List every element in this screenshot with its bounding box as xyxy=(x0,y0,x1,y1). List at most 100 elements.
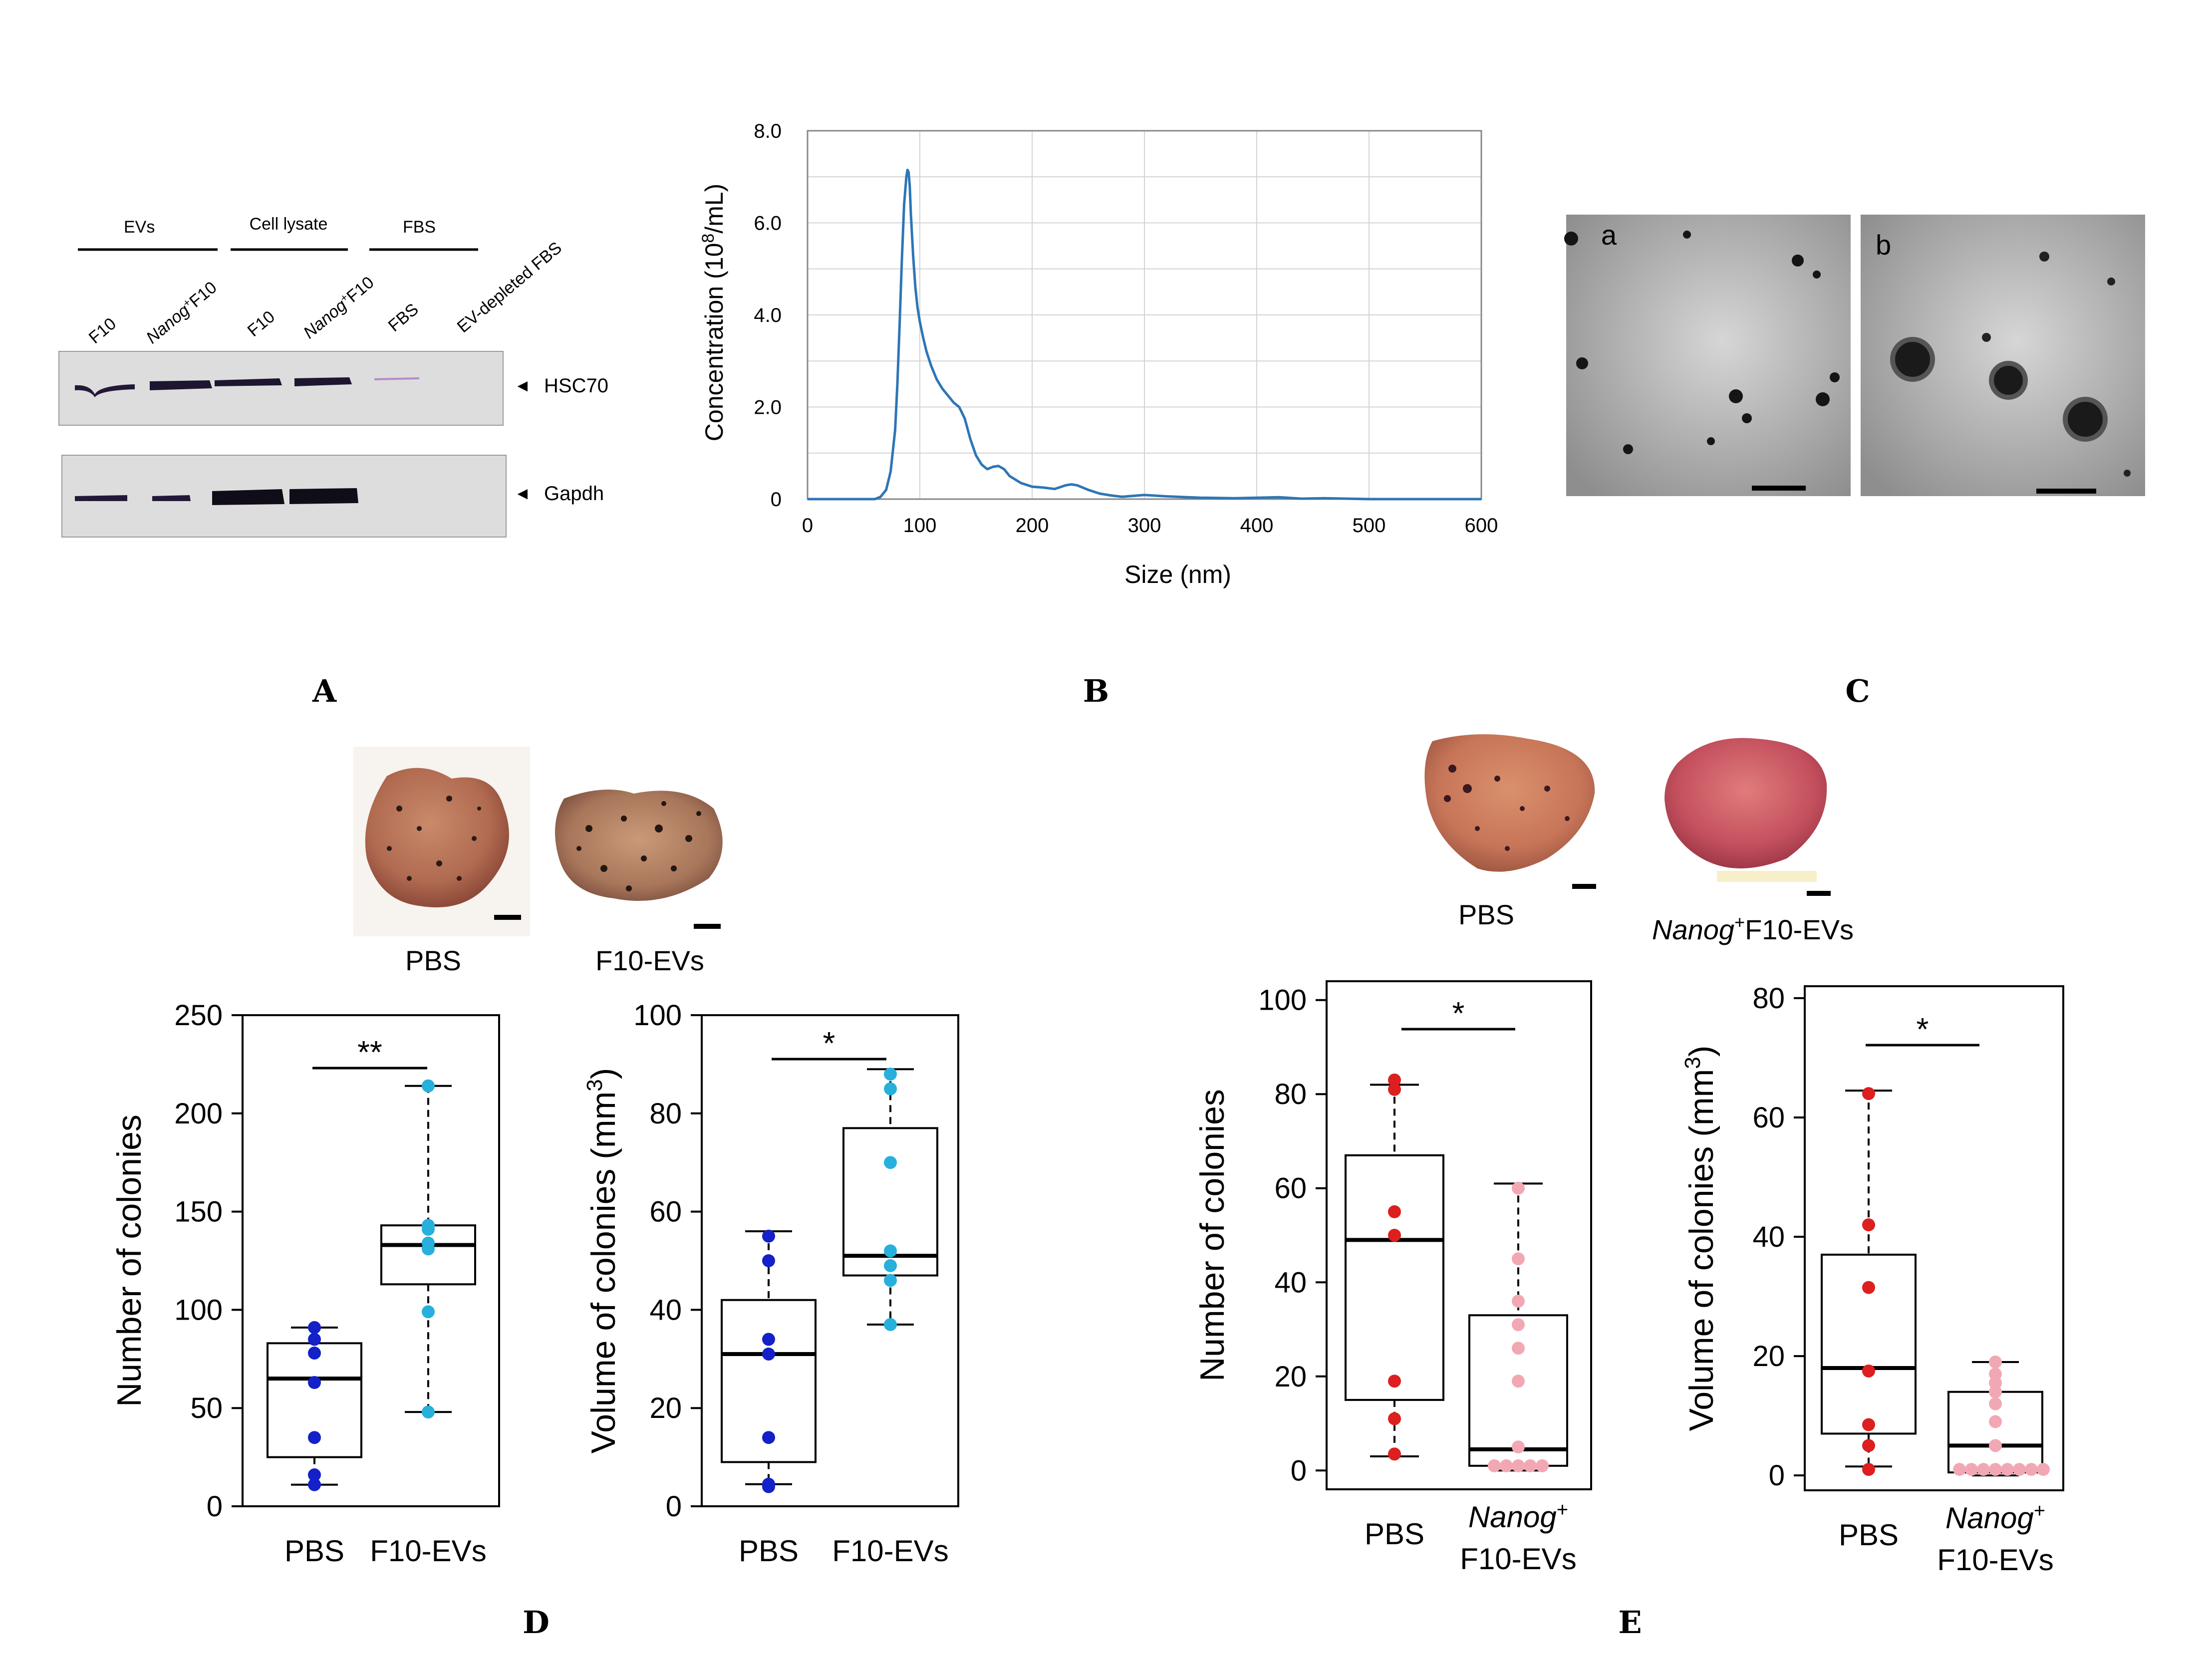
boxD1-point-1-3 xyxy=(422,1236,435,1250)
panel-c-vesicles-a xyxy=(1564,231,1840,454)
panel-d-label: D xyxy=(523,1604,550,1641)
boxD2-point-0-4 xyxy=(762,1333,775,1346)
boxD2-point-1-5 xyxy=(884,1082,897,1096)
panel-a-arrow-gapdh: ◄ xyxy=(514,484,531,503)
boxD2-point-1-3 xyxy=(884,1244,897,1258)
panel-c-sublabel-a: a xyxy=(1601,219,1617,251)
panel-b-xtick-label: 100 xyxy=(903,515,937,537)
panel-b-ylabel: Concentration (108/mL) xyxy=(699,184,728,441)
panel-c-vesicles-b xyxy=(1890,252,2131,477)
boxE2-point-0-2 xyxy=(1862,1418,1875,1431)
panel-b-ytick-label: 8.0 xyxy=(754,120,782,142)
boxE2-point-0-1 xyxy=(1862,1439,1875,1452)
boxE1-point-1-6 xyxy=(1512,1375,1525,1388)
boxD2-point-0-5 xyxy=(762,1254,775,1267)
panel-a-blot-gapdh xyxy=(61,455,507,538)
boxE2-xlabel-1-line1: Nanog+ xyxy=(1945,1500,2045,1535)
boxE1-point-0-0 xyxy=(1388,1447,1401,1461)
boxE1-ytick-label: 0 xyxy=(1291,1454,1307,1487)
panel-a-band-hsc70-lane4 xyxy=(294,377,352,386)
boxE2-ytick-label: 80 xyxy=(1752,982,1785,1015)
panel-b-xtick-label: 300 xyxy=(1128,515,1161,537)
boxD2-point-0-6 xyxy=(762,1229,775,1243)
boxE2-point-1-13 xyxy=(1989,1367,2002,1381)
boxE1-point-1-2 xyxy=(1500,1459,1513,1472)
panel-b-xtick-label: 600 xyxy=(1465,515,1498,537)
boxD2-point-1-2 xyxy=(884,1259,897,1272)
boxD1-point-0-6 xyxy=(308,1321,321,1334)
panel-e-liver-photos: PBS Nanog+F10-EVs E xyxy=(1424,734,1854,1641)
panel-a-lane-1: F10 xyxy=(85,314,120,347)
boxE1-point-1-9 xyxy=(1512,1294,1525,1308)
boxE2-point-1-0 xyxy=(1989,1463,2002,1476)
boxE1-point-1-3 xyxy=(1536,1459,1549,1472)
boxD2-ytick-label: 40 xyxy=(649,1294,682,1326)
boxD1-xlabel-0: PBS xyxy=(284,1534,344,1568)
boxD2-ytick-label: 80 xyxy=(649,1098,682,1130)
boxE2-point-1-7 xyxy=(2037,1463,2050,1476)
boxD2-xlabel-1: F10-EVs xyxy=(832,1534,948,1568)
boxD2-point-1-0 xyxy=(884,1318,897,1331)
boxE1-sig-label: * xyxy=(1452,995,1465,1031)
panel-a-band-gapdh-lane4 xyxy=(289,488,358,504)
boxE1-xlabel-1-line1: Nanog+ xyxy=(1468,1499,1568,1534)
panel-b-label: B xyxy=(1083,673,1109,709)
panel-b-plot-frame xyxy=(807,130,1482,500)
panel-c-label: C xyxy=(1845,673,1870,709)
panel-d-volume-box-plot: 0 20 40 60 80 100 Volume of colonies (mm3) PBS F… xyxy=(582,999,959,1568)
boxE2-box-0 xyxy=(1821,1253,1917,1435)
boxE2-point-1-4 xyxy=(1965,1463,1978,1476)
boxE2-xlabel-1-line2: F10-EVs xyxy=(1937,1543,2053,1577)
boxE1-point-0-3 xyxy=(1388,1229,1401,1242)
boxE2-point-1-2 xyxy=(1977,1463,1990,1476)
panel-b-xtick-label: 400 xyxy=(1240,515,1274,537)
boxE1-point-1-8 xyxy=(1512,1318,1525,1332)
boxE1-ytick-label: 80 xyxy=(1274,1078,1307,1110)
boxE1-xlabel-0: PBS xyxy=(1365,1517,1424,1551)
panel-d-number-box-plot: 0 50 100 150 200 250 Number of colonies PBS F10-… xyxy=(110,999,500,1568)
boxE2-ylabel: Volume of colonies (mm3) xyxy=(1680,1046,1720,1431)
boxE1-point-1-5 xyxy=(1512,1440,1525,1454)
panel-b-ytick-label: 6.0 xyxy=(754,213,782,235)
boxD1-xlabel-1: F10-EVs xyxy=(370,1534,486,1568)
boxD1-ytick-label: 50 xyxy=(190,1392,223,1424)
boxD1-ytick-label: 250 xyxy=(174,999,223,1032)
boxE2-point-1-8 xyxy=(1989,1439,2002,1452)
panel-a-western-blot: EVs Cell lysate FBS F10 Nanog+F10 F10 Na… xyxy=(58,215,608,709)
boxD2-point-0-1 xyxy=(762,1477,775,1491)
boxE2-point-1-5 xyxy=(2025,1463,2038,1476)
boxD2-ytick-label: 60 xyxy=(649,1196,682,1228)
boxE1-point-1-4 xyxy=(1488,1459,1501,1472)
panel-b-ytick-label: 0 xyxy=(771,489,782,511)
panel-c-sublabel-b: b xyxy=(1876,229,1891,261)
boxD2-ytick-label: 20 xyxy=(649,1392,682,1424)
boxE2-point-1-12 xyxy=(1989,1376,2002,1389)
boxE2-point-1-1 xyxy=(2001,1463,2014,1476)
panel-a-lane-6: EV-depleted FBS xyxy=(454,238,565,336)
panel-b-ytick-label: 2.0 xyxy=(754,397,782,419)
boxE2-ytick-label: 40 xyxy=(1752,1221,1785,1253)
boxE1-ytick-label: 40 xyxy=(1274,1266,1307,1299)
boxE2-frame xyxy=(1804,985,2064,1491)
boxE1-point-1-11 xyxy=(1512,1181,1525,1195)
panel-b-xtick-label: 0 xyxy=(802,515,813,537)
panel-a-lane-3: F10 xyxy=(244,307,278,340)
boxD1-point-0-5 xyxy=(308,1333,321,1346)
panel-d-photo-label-f10: F10-EVs xyxy=(595,945,704,976)
boxE2-point-0-4 xyxy=(1862,1281,1875,1294)
boxE1-point-0-2 xyxy=(1388,1375,1401,1388)
boxD2-xlabel-0: PBS xyxy=(739,1534,799,1568)
boxD1-point-1-6 xyxy=(422,1079,435,1093)
boxD1-ytick-label: 100 xyxy=(174,1294,223,1326)
boxD2-frame xyxy=(701,1014,959,1507)
boxD2-point-1-6 xyxy=(884,1068,897,1081)
boxE2-point-1-6 xyxy=(1953,1463,1966,1476)
boxE2-point-0-6 xyxy=(1862,1087,1875,1101)
panel-a-band-hsc70-lane2 xyxy=(150,380,212,390)
boxE1-point-0-6 xyxy=(1388,1073,1401,1087)
boxE2-point-1-3 xyxy=(2013,1463,2026,1476)
boxE2-ytick-label: 20 xyxy=(1752,1340,1785,1373)
panel-a-group-evs: EVs xyxy=(124,218,155,237)
boxE2-point-0-5 xyxy=(1862,1218,1875,1232)
boxE1-point-1-7 xyxy=(1512,1342,1525,1355)
